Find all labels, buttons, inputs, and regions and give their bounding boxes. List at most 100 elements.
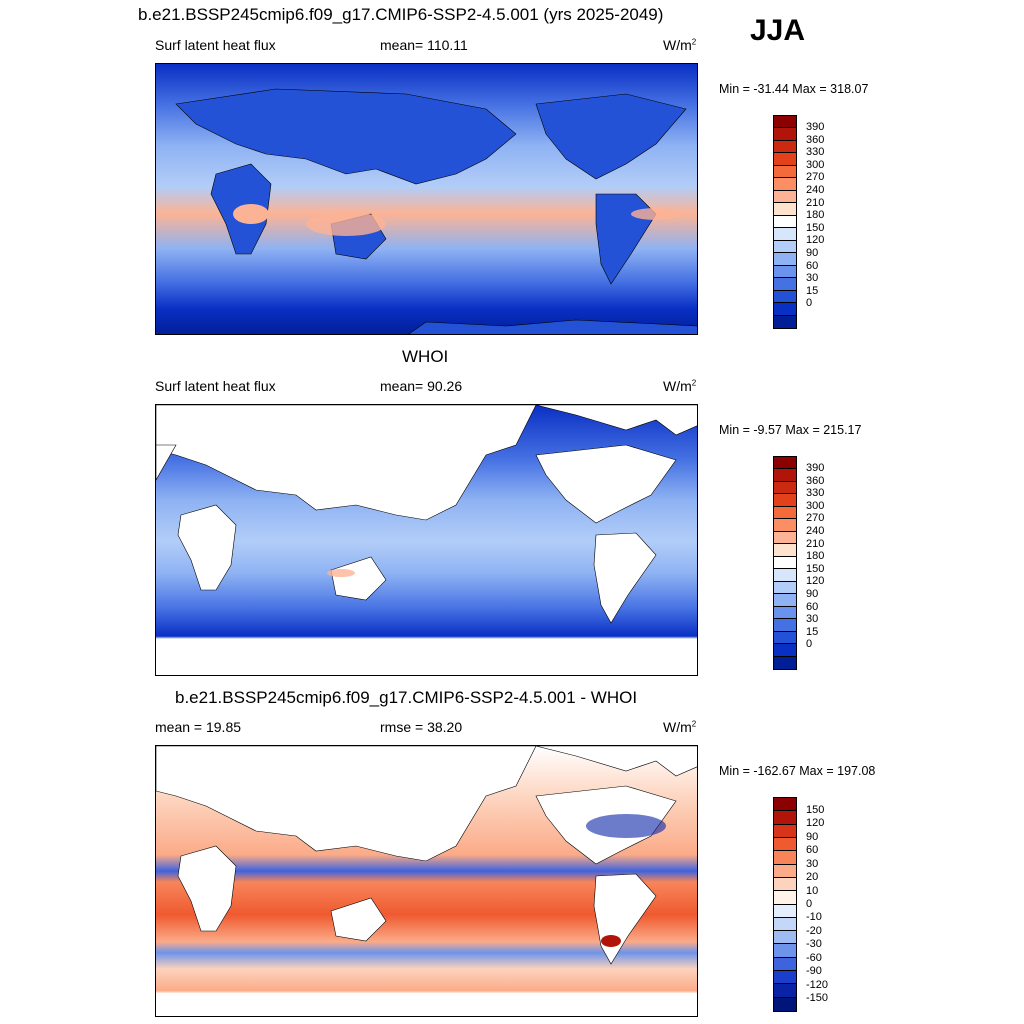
panel-3-title: b.e21.BSSP245cmip6.f09_g17.CMIP6-SSP2-4.… xyxy=(175,688,638,707)
colorbar-tick-label: -90 xyxy=(806,965,822,978)
panel-3-mean-label: mean = 19.85 xyxy=(155,719,242,735)
colorbar-swatch xyxy=(774,457,796,470)
colorbar-tick-label: 0 xyxy=(806,297,813,310)
colorbar-swatch xyxy=(774,253,796,266)
colorbar-swatch xyxy=(774,215,796,229)
colorbar-swatch xyxy=(774,877,796,892)
colorbar-swatch xyxy=(774,891,796,905)
colorbar-tick-label: 20 xyxy=(806,871,819,884)
colorbar-tick-label: -150 xyxy=(806,992,829,1005)
colorbar-tick-label: 360 xyxy=(806,474,825,487)
colorbar-tick-label: 210 xyxy=(806,537,825,550)
colorbar-swatch xyxy=(774,619,796,632)
colorbar-tick-label: 180 xyxy=(806,550,825,563)
colorbar-swatch xyxy=(774,644,796,657)
panel-2-units: W/m2 xyxy=(663,378,697,394)
colorbar-swatch xyxy=(774,984,796,998)
colorbar-tick-label: 90 xyxy=(806,830,819,843)
colorbar-swatch xyxy=(774,581,796,595)
season-label: JJA xyxy=(750,14,806,47)
colorbar-swatch xyxy=(774,997,796,1011)
colorbar-swatch xyxy=(774,544,796,557)
panel-3-colorbar xyxy=(773,797,797,1012)
colorbar-tick-label: 15 xyxy=(806,625,819,638)
colorbar-swatch xyxy=(774,556,796,570)
colorbar-tick-label: 150 xyxy=(806,221,825,234)
colorbar-tick-label: 390 xyxy=(806,462,825,475)
colorbar-swatch xyxy=(774,957,796,972)
panel-2-map-svg xyxy=(156,405,697,675)
colorbar-swatch xyxy=(774,837,796,852)
colorbar-tick-label: 300 xyxy=(806,499,825,512)
colorbar-swatch xyxy=(774,203,796,216)
panel-3-map-svg xyxy=(156,746,697,1016)
panel-1-units: W/m2 xyxy=(663,37,697,53)
colorbar-tick-label: -10 xyxy=(806,911,822,924)
colorbar-tick-label: 10 xyxy=(806,884,819,897)
colorbar-tick-label: 330 xyxy=(806,146,825,159)
colorbar-tick-label: 240 xyxy=(806,184,825,197)
panel-1-minmax: Min = -31.44 Max = 318.07 xyxy=(719,82,869,96)
colorbar-swatch xyxy=(774,606,796,620)
colorbar-swatch xyxy=(774,469,796,482)
colorbar-tick-label: -20 xyxy=(806,924,822,937)
colorbar-tick-label: 30 xyxy=(806,272,819,285)
colorbar-swatch xyxy=(774,569,796,582)
colorbar-tick-label: 60 xyxy=(806,600,819,613)
colorbar-swatch xyxy=(774,519,796,532)
panel-1-colorbar xyxy=(773,115,797,329)
colorbar-tick-label: 240 xyxy=(806,525,825,538)
colorbar-swatch xyxy=(774,178,796,191)
colorbar-swatch xyxy=(774,594,796,607)
colorbar-tick-label: 150 xyxy=(806,562,825,575)
colorbar-swatch xyxy=(774,811,796,825)
panel-3-units: W/m2 xyxy=(663,719,697,735)
colorbar-swatch xyxy=(774,944,796,958)
panel-2-title: WHOI xyxy=(402,347,449,366)
colorbar-tick-label: 390 xyxy=(806,121,825,134)
colorbar-tick-label: -60 xyxy=(806,951,822,964)
colorbar-swatch xyxy=(774,531,796,545)
colorbar-swatch xyxy=(774,128,796,141)
colorbar-tick-label: 15 xyxy=(806,284,819,297)
panel-2-variable-label: Surf latent heat flux xyxy=(155,378,276,394)
colorbar-swatch xyxy=(774,917,796,932)
colorbar-swatch xyxy=(774,228,796,241)
colorbar-swatch xyxy=(774,656,796,669)
panel-1-map xyxy=(155,63,698,335)
colorbar-tick-label: 120 xyxy=(806,575,825,588)
colorbar-swatch xyxy=(774,904,796,918)
panel-2-mean-label: mean= 90.26 xyxy=(380,378,463,394)
colorbar-tick-label: 180 xyxy=(806,209,825,222)
panel-2-minmax: Min = -9.57 Max = 215.17 xyxy=(719,423,862,437)
colorbar-tick-label: -120 xyxy=(806,978,829,991)
colorbar-tick-label: 60 xyxy=(806,844,819,857)
colorbar-swatch xyxy=(774,506,796,520)
colorbar-tick-label: 0 xyxy=(806,898,813,910)
panel-3-map xyxy=(155,745,698,1017)
colorbar-tick-label: 90 xyxy=(806,587,819,600)
panel-1-map-svg xyxy=(156,64,697,334)
colorbar-swatch xyxy=(774,116,796,129)
colorbar-swatch xyxy=(774,303,796,316)
colorbar-swatch xyxy=(774,824,796,838)
colorbar-swatch xyxy=(774,494,796,507)
colorbar-swatch xyxy=(774,481,796,495)
colorbar-tick-label: 30 xyxy=(806,613,819,626)
colorbar-tick-label: 60 xyxy=(806,259,819,272)
panel-1-variable-label: Surf latent heat flux xyxy=(155,37,276,53)
panel-1-mean-label: mean= 110.11 xyxy=(380,37,468,53)
colorbar-tick-label: 360 xyxy=(806,133,825,146)
colorbar-swatch xyxy=(774,315,796,328)
panel-3-rmse-label: rmse = 38.20 xyxy=(380,719,463,735)
colorbar-tick-label: 330 xyxy=(806,487,825,500)
colorbar-swatch xyxy=(774,851,796,865)
colorbar-swatch xyxy=(774,931,796,945)
colorbar-swatch xyxy=(774,265,796,279)
colorbar-swatch xyxy=(774,190,796,204)
colorbar-swatch xyxy=(774,971,796,985)
colorbar-tick-label: 270 xyxy=(806,512,825,525)
colorbar-swatch xyxy=(774,278,796,291)
colorbar-tick-label: 120 xyxy=(806,234,825,247)
colorbar-tick-label: 270 xyxy=(806,171,825,184)
